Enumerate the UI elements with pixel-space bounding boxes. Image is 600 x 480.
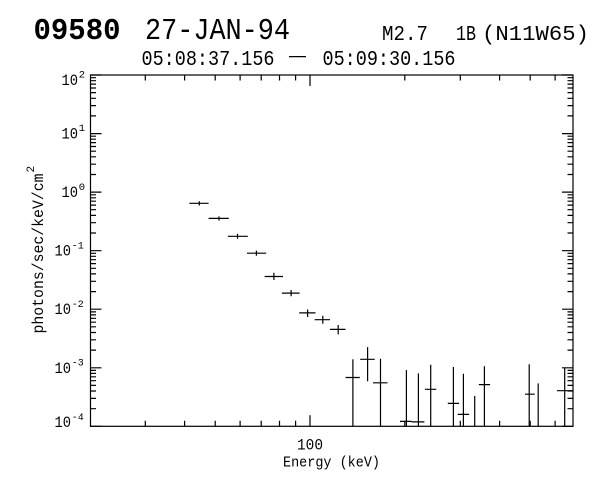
svg-text:100: 100 bbox=[297, 437, 323, 455]
svg-text:10: 10 bbox=[62, 184, 79, 202]
svg-text:10: 10 bbox=[55, 414, 72, 432]
svg-text:10: 10 bbox=[55, 243, 72, 261]
svg-text:2: 2 bbox=[79, 70, 85, 82]
svg-text:05:09:30.156: 05:09:30.156 bbox=[323, 48, 456, 72]
svg-text:09580: 09580 bbox=[34, 14, 121, 49]
svg-text:27-JAN-94: 27-JAN-94 bbox=[145, 15, 290, 49]
svg-text:10: 10 bbox=[62, 72, 79, 90]
svg-text:Energy (keV): Energy (keV) bbox=[283, 455, 380, 472]
svg-text:10: 10 bbox=[55, 360, 72, 378]
svg-text:-2: -2 bbox=[72, 299, 84, 311]
svg-text:2: 2 bbox=[26, 166, 38, 173]
svg-text:-1: -1 bbox=[72, 240, 84, 252]
svg-text:05:08:37.156: 05:08:37.156 bbox=[142, 48, 275, 72]
svg-text:1B: 1B bbox=[456, 24, 476, 47]
svg-text:-4: -4 bbox=[72, 412, 84, 424]
svg-text:10: 10 bbox=[62, 126, 79, 144]
svg-text:-3: -3 bbox=[72, 357, 84, 369]
svg-text:1: 1 bbox=[79, 123, 85, 135]
svg-text:photons/sec/keV/cm: photons/sec/keV/cm bbox=[30, 174, 48, 334]
svg-text:10: 10 bbox=[55, 301, 72, 319]
svg-text:0: 0 bbox=[79, 182, 85, 194]
svg-text:M2.7: M2.7 bbox=[382, 24, 428, 47]
svg-text:(N11W65): (N11W65) bbox=[482, 24, 589, 47]
